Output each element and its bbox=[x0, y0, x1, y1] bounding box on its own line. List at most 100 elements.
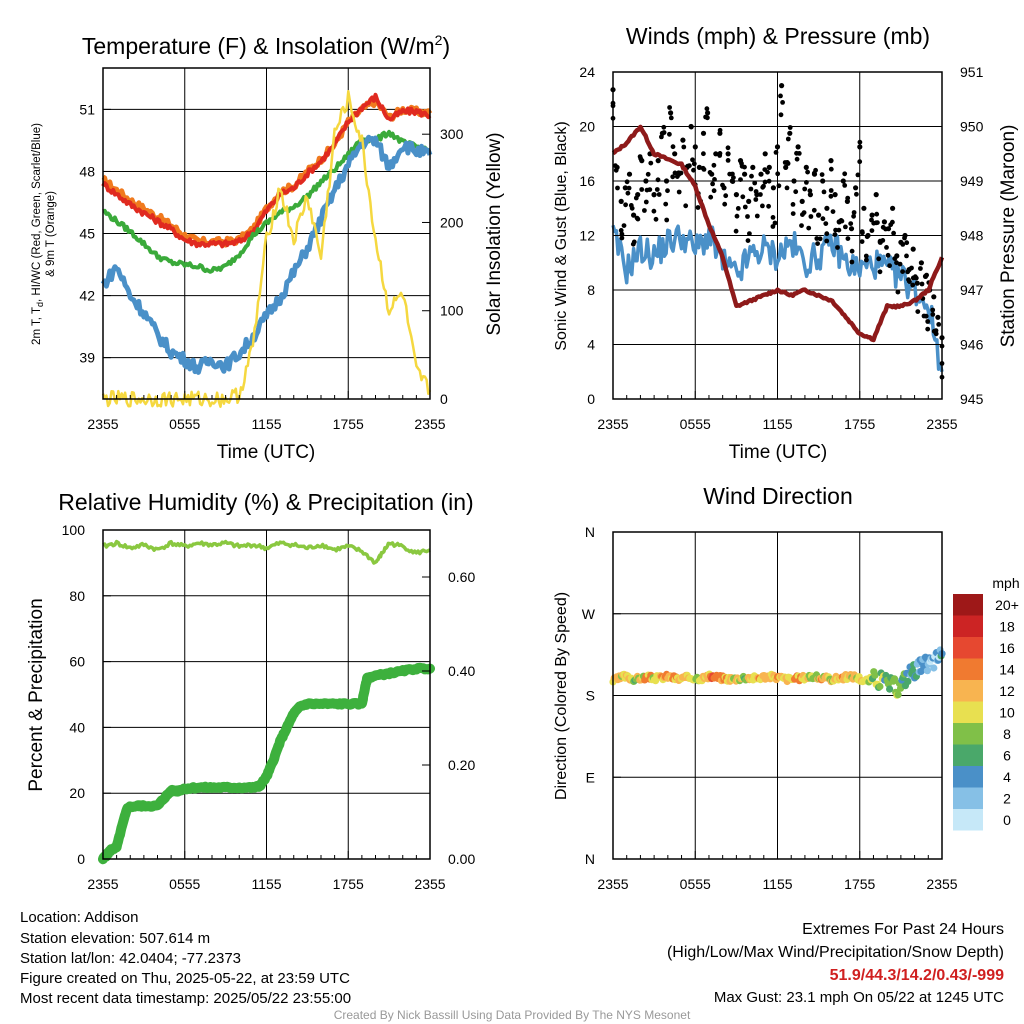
colorbar-swatch bbox=[953, 766, 983, 788]
gust-point bbox=[874, 211, 880, 217]
gust-point bbox=[690, 157, 695, 163]
gust-point bbox=[887, 263, 892, 269]
gust-point bbox=[645, 171, 651, 177]
colorbar-title: mph bbox=[992, 575, 1019, 591]
gust-point bbox=[861, 205, 867, 211]
gust-point bbox=[676, 189, 682, 195]
colorbar-swatch bbox=[953, 594, 983, 616]
gust-point bbox=[653, 216, 659, 222]
gust-point bbox=[687, 163, 692, 169]
gust-point bbox=[930, 312, 936, 317]
colorbar-swatch bbox=[953, 744, 983, 766]
gust-point bbox=[790, 202, 796, 207]
gust-point bbox=[909, 265, 914, 271]
gust-point bbox=[802, 186, 808, 192]
winds-x-tick-label: 2355 bbox=[926, 416, 957, 432]
direction-point bbox=[876, 682, 884, 691]
wind-direction-y-tick-label: N bbox=[585, 524, 595, 540]
footer-location: Location: Addison bbox=[20, 909, 138, 926]
gust-point bbox=[895, 289, 901, 295]
pressure-y-tick-label: 950 bbox=[960, 119, 984, 135]
gust-point bbox=[618, 228, 624, 233]
winds-y-tick-label: 4 bbox=[587, 337, 595, 353]
insolation-y-tick-label: 0 bbox=[440, 391, 448, 407]
gust-point bbox=[869, 217, 874, 223]
gust-point bbox=[808, 214, 814, 219]
gust-point bbox=[816, 212, 822, 218]
gust-point bbox=[913, 275, 919, 281]
winds-y-tick-label: 0 bbox=[587, 391, 595, 407]
gust-point bbox=[773, 150, 779, 155]
gust-point bbox=[823, 221, 829, 227]
gust-point bbox=[748, 186, 754, 192]
gust-point bbox=[642, 208, 647, 213]
winds-y-tick-label: 16 bbox=[579, 173, 595, 189]
pressure-y-tick-label: 946 bbox=[960, 337, 984, 353]
gust-point bbox=[793, 189, 799, 195]
humidity-plot-area bbox=[98, 529, 435, 865]
gust-point bbox=[668, 115, 674, 121]
footer-info: Location: Addison Station elevation: 507… bbox=[20, 909, 1004, 1022]
gust-point bbox=[667, 105, 672, 110]
gust-point bbox=[905, 269, 911, 275]
gust-point bbox=[824, 205, 830, 211]
gust-point bbox=[663, 178, 670, 184]
credit-line: Created By Nick Bassill Using Data Provi… bbox=[334, 1008, 691, 1022]
winds-ylabel-right: Station Pressure (Maroon) bbox=[998, 125, 1019, 348]
temperature-y-tick-label: 48 bbox=[79, 163, 95, 179]
gust-point bbox=[807, 192, 814, 198]
gust-point bbox=[761, 183, 766, 189]
winds-x-tick-label: 1155 bbox=[762, 416, 792, 432]
gust-point bbox=[803, 164, 809, 170]
wind-direction-y-tick-label: W bbox=[582, 606, 596, 622]
colorbar-swatch bbox=[953, 615, 983, 637]
speed-colorbar: 0 2 4 6 8 10 12 14 16 18 20+ bbox=[953, 594, 1019, 831]
gust-point bbox=[842, 171, 848, 177]
gust-point bbox=[629, 205, 635, 211]
gust-point bbox=[720, 182, 725, 188]
gust-point bbox=[860, 230, 865, 236]
precip-y-tick-label: 0.60 bbox=[448, 569, 475, 585]
gust-point bbox=[661, 130, 667, 135]
gust-point bbox=[725, 158, 731, 163]
gust-point bbox=[735, 206, 741, 211]
gust-point bbox=[930, 307, 936, 313]
pressure-y-tick-label: 945 bbox=[960, 391, 984, 407]
gust-point bbox=[885, 252, 891, 258]
temperature-ylabel-left: 2m T, Td, HI/WC (Red, Green, Scarlet/Blu… bbox=[31, 123, 45, 345]
gust-point bbox=[800, 212, 805, 218]
gust-point bbox=[683, 203, 689, 209]
footer-created: Figure created on Thu, 2025-05-22, at 23… bbox=[20, 970, 350, 987]
winds-y-tick-label: 8 bbox=[587, 282, 595, 298]
gust-point bbox=[794, 150, 799, 156]
gust-point bbox=[772, 220, 778, 226]
gust-point bbox=[824, 231, 830, 237]
gust-point bbox=[799, 223, 804, 229]
footer-latlon: Station lat/lon: 42.0404; -77.2373 bbox=[20, 950, 241, 967]
colorbar-swatch bbox=[953, 701, 983, 723]
gust-point bbox=[794, 156, 800, 162]
gust-point bbox=[811, 207, 817, 213]
gust-point bbox=[845, 236, 851, 242]
gust-point bbox=[875, 220, 880, 226]
gust-point bbox=[900, 269, 905, 274]
gust-point bbox=[873, 192, 879, 198]
wind-direction-x-tick-label: 2355 bbox=[926, 876, 957, 892]
gust-point bbox=[918, 266, 923, 271]
gust-point bbox=[680, 137, 686, 143]
gust-point bbox=[840, 178, 846, 184]
direction-point bbox=[930, 664, 938, 672]
gust-point bbox=[730, 179, 736, 185]
gust-point bbox=[626, 185, 632, 191]
gust-point bbox=[851, 210, 857, 215]
gust-point bbox=[848, 221, 854, 227]
gust-point bbox=[766, 203, 771, 209]
gust-point bbox=[655, 158, 661, 164]
wind-direction-y-tick-label: E bbox=[586, 769, 595, 785]
gust-point bbox=[667, 131, 672, 137]
gust-point bbox=[647, 187, 653, 193]
gust-point bbox=[663, 201, 669, 207]
gust-point bbox=[731, 175, 736, 181]
insolation-line bbox=[101, 89, 432, 408]
